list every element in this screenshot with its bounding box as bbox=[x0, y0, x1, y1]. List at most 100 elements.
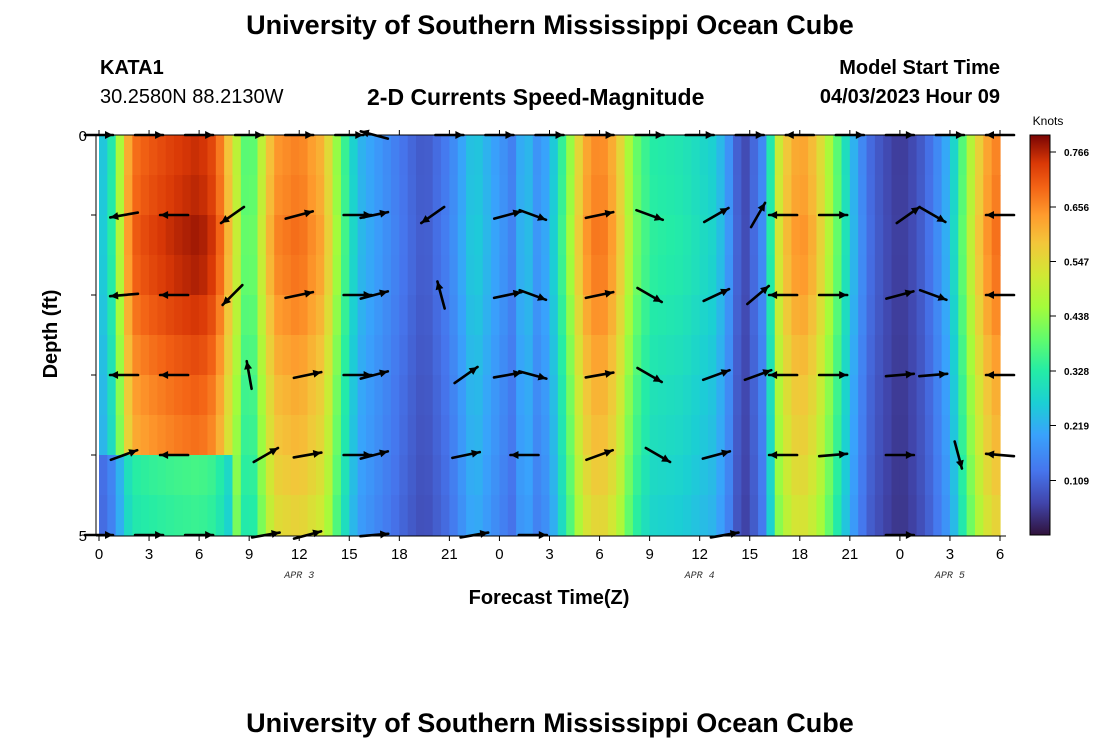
heatmap-cell bbox=[858, 255, 868, 296]
heatmap-cell bbox=[407, 295, 417, 336]
heatmap-cell bbox=[190, 175, 200, 216]
heatmap-cell bbox=[149, 335, 158, 376]
heatmap-cell bbox=[708, 135, 717, 176]
heatmap-cell bbox=[207, 135, 217, 176]
heatmap-cell bbox=[482, 175, 492, 216]
heatmap-cell bbox=[224, 215, 234, 256]
heatmap-cell bbox=[357, 135, 367, 176]
heatmap-cell bbox=[816, 215, 826, 256]
heatmap-cell bbox=[632, 215, 642, 256]
heatmap-cell bbox=[849, 375, 859, 416]
heatmap-cell bbox=[532, 255, 542, 296]
heatmap-cell bbox=[983, 455, 993, 496]
heatmap-cell bbox=[182, 335, 192, 376]
heatmap-cell bbox=[866, 135, 876, 176]
heatmap-cell bbox=[532, 175, 542, 216]
heatmap-cell bbox=[149, 415, 158, 456]
heatmap-cell bbox=[491, 415, 501, 456]
x-tick-label: 21 bbox=[441, 546, 458, 563]
heatmap-cell bbox=[699, 455, 709, 496]
heatmap-cell bbox=[716, 455, 726, 496]
heatmap-cell bbox=[574, 375, 584, 416]
heatmap-cell bbox=[265, 375, 275, 416]
heatmap-cell bbox=[574, 335, 584, 376]
heatmap-cell bbox=[674, 375, 684, 416]
arrow-head bbox=[510, 451, 519, 459]
heatmap-cell bbox=[708, 415, 717, 456]
heatmap-cell bbox=[716, 495, 726, 536]
heatmap-cell bbox=[340, 335, 350, 376]
heatmap-cell bbox=[424, 415, 434, 456]
heatmap-cell bbox=[858, 495, 868, 536]
heatmap-cell bbox=[174, 375, 184, 416]
heatmap-cell bbox=[290, 135, 300, 176]
colorbar: Knots 0.109 0.219 0.328 0.438 0.547 0.656 0.76… bbox=[1029, 114, 1089, 536]
heatmap-cell bbox=[357, 255, 367, 296]
heatmap-cell bbox=[115, 335, 125, 376]
heatmap-cell bbox=[833, 255, 843, 296]
heatmap-cell bbox=[758, 135, 767, 176]
arrow-head bbox=[244, 361, 253, 370]
heatmap-cell bbox=[407, 495, 417, 536]
heatmap-cell bbox=[265, 295, 275, 336]
heatmap-cell bbox=[758, 495, 767, 536]
heatmap-cell bbox=[691, 255, 701, 296]
heatmap-cell bbox=[699, 335, 709, 376]
heatmap-cell bbox=[866, 215, 876, 256]
heatmap-cell bbox=[257, 415, 267, 456]
x-tick-label: 9 bbox=[645, 546, 653, 563]
heatmap-cell bbox=[407, 375, 417, 416]
heatmap-cell bbox=[557, 255, 567, 296]
heatmap-cell bbox=[858, 455, 868, 496]
heatmap-cell bbox=[799, 495, 809, 536]
heatmap-cell bbox=[966, 335, 976, 376]
heatmap-cell bbox=[833, 455, 843, 496]
heatmap-cell bbox=[916, 455, 926, 496]
heatmap-cell bbox=[983, 255, 993, 296]
heatmap-cell bbox=[841, 215, 851, 256]
heatmap-cell bbox=[249, 215, 259, 256]
heatmap-cell bbox=[674, 135, 684, 176]
heatmap-cell bbox=[824, 455, 834, 496]
heatmap-cell bbox=[791, 135, 801, 176]
heatmap-cell bbox=[574, 495, 584, 536]
heatmap-cell bbox=[265, 135, 275, 176]
heatmap-cell bbox=[816, 495, 826, 536]
heatmap-cell bbox=[833, 215, 843, 256]
heatmap-cell bbox=[441, 335, 450, 376]
heatmap-cell bbox=[399, 375, 409, 416]
heatmap-cell bbox=[908, 295, 918, 336]
heatmap-cell bbox=[207, 295, 217, 336]
heatmap-cell bbox=[299, 415, 309, 456]
heatmap-cell bbox=[874, 495, 884, 536]
heatmap-cell bbox=[224, 415, 234, 456]
heatmap-cell bbox=[682, 255, 692, 296]
heatmap-cell bbox=[274, 135, 284, 176]
arrow-head bbox=[955, 459, 964, 469]
heatmap-cell bbox=[858, 415, 868, 456]
heatmap-cell bbox=[582, 135, 592, 176]
heatmap-cell bbox=[974, 135, 984, 176]
heatmap-cell bbox=[349, 375, 359, 416]
heatmap-cell bbox=[315, 175, 325, 216]
heatmap-cell bbox=[257, 335, 267, 376]
heatmap-cell bbox=[224, 335, 234, 376]
current-arrow bbox=[743, 368, 773, 382]
heatmap-cell bbox=[741, 375, 751, 416]
heatmap-cell bbox=[808, 175, 818, 216]
heatmap-cell bbox=[883, 135, 893, 176]
heatmap-cell bbox=[733, 295, 742, 336]
heatmap-cell bbox=[432, 295, 442, 336]
heatmap-cell bbox=[791, 375, 801, 416]
heatmap-cell bbox=[649, 215, 659, 256]
heatmap-cell bbox=[199, 135, 209, 176]
arrow-head bbox=[653, 213, 663, 221]
colorbar-tick-label: 0.438 bbox=[1064, 312, 1089, 323]
arrow-head bbox=[769, 211, 778, 219]
current-arrow bbox=[984, 371, 1016, 379]
heatmap-cell bbox=[416, 335, 425, 376]
heatmap-cell bbox=[941, 215, 951, 256]
heatmap-cell bbox=[299, 175, 309, 216]
heatmap-cell bbox=[741, 455, 751, 496]
heatmap-cell bbox=[566, 255, 576, 296]
